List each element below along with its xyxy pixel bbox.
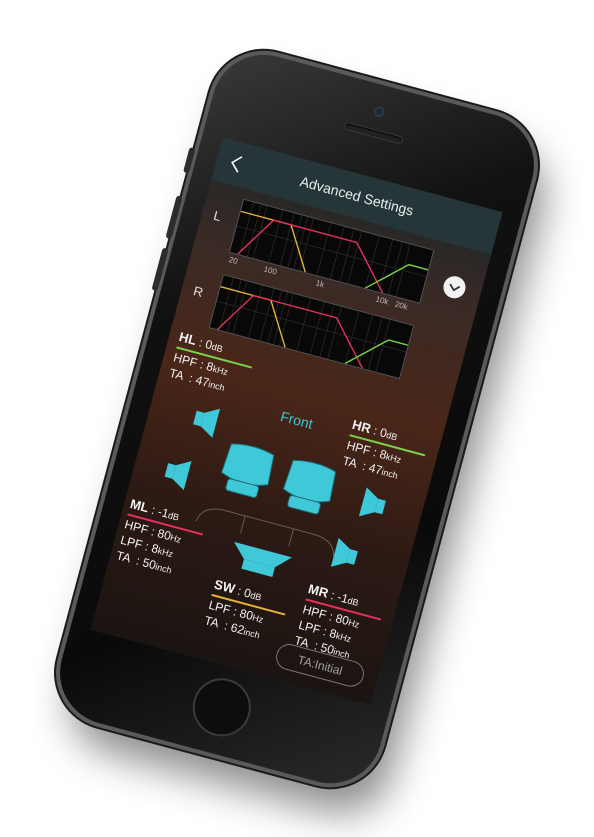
app-screen: Advanced Settings L [90, 137, 502, 705]
speaker-name: HL [177, 329, 198, 348]
speaker-ml-settings[interactable]: ML : -1dB HPF : 80Hz LPF : 8kHz TA : 50i… [114, 496, 207, 584]
speaker-hr-icon[interactable] [357, 485, 390, 523]
right-channel-label: R [192, 283, 205, 300]
tick-label: 20 [228, 255, 239, 266]
volume-up-button [165, 195, 182, 239]
phone-frame: Advanced Settings L [48, 43, 545, 795]
speaker-name: MR [307, 581, 330, 601]
earpiece-speaker [345, 122, 403, 143]
proximity-sensor [318, 115, 325, 122]
speaker-hl-icon[interactable] [189, 401, 222, 439]
volume-down-button [151, 247, 168, 291]
left-channel-label: L [212, 207, 223, 223]
speaker-name: ML [129, 496, 151, 515]
mute-switch [183, 146, 196, 173]
tick-label: 1k [315, 278, 325, 289]
dropdown-chevron-icon[interactable] [441, 273, 468, 300]
speaker-name: SW [213, 576, 237, 596]
home-button[interactable] [186, 671, 257, 742]
front-camera [373, 105, 385, 117]
speaker-sw-settings[interactable]: SW : 0dB LPF : 80Hz TA : 62inch [203, 576, 290, 648]
speaker-ml-icon[interactable] [160, 453, 193, 491]
